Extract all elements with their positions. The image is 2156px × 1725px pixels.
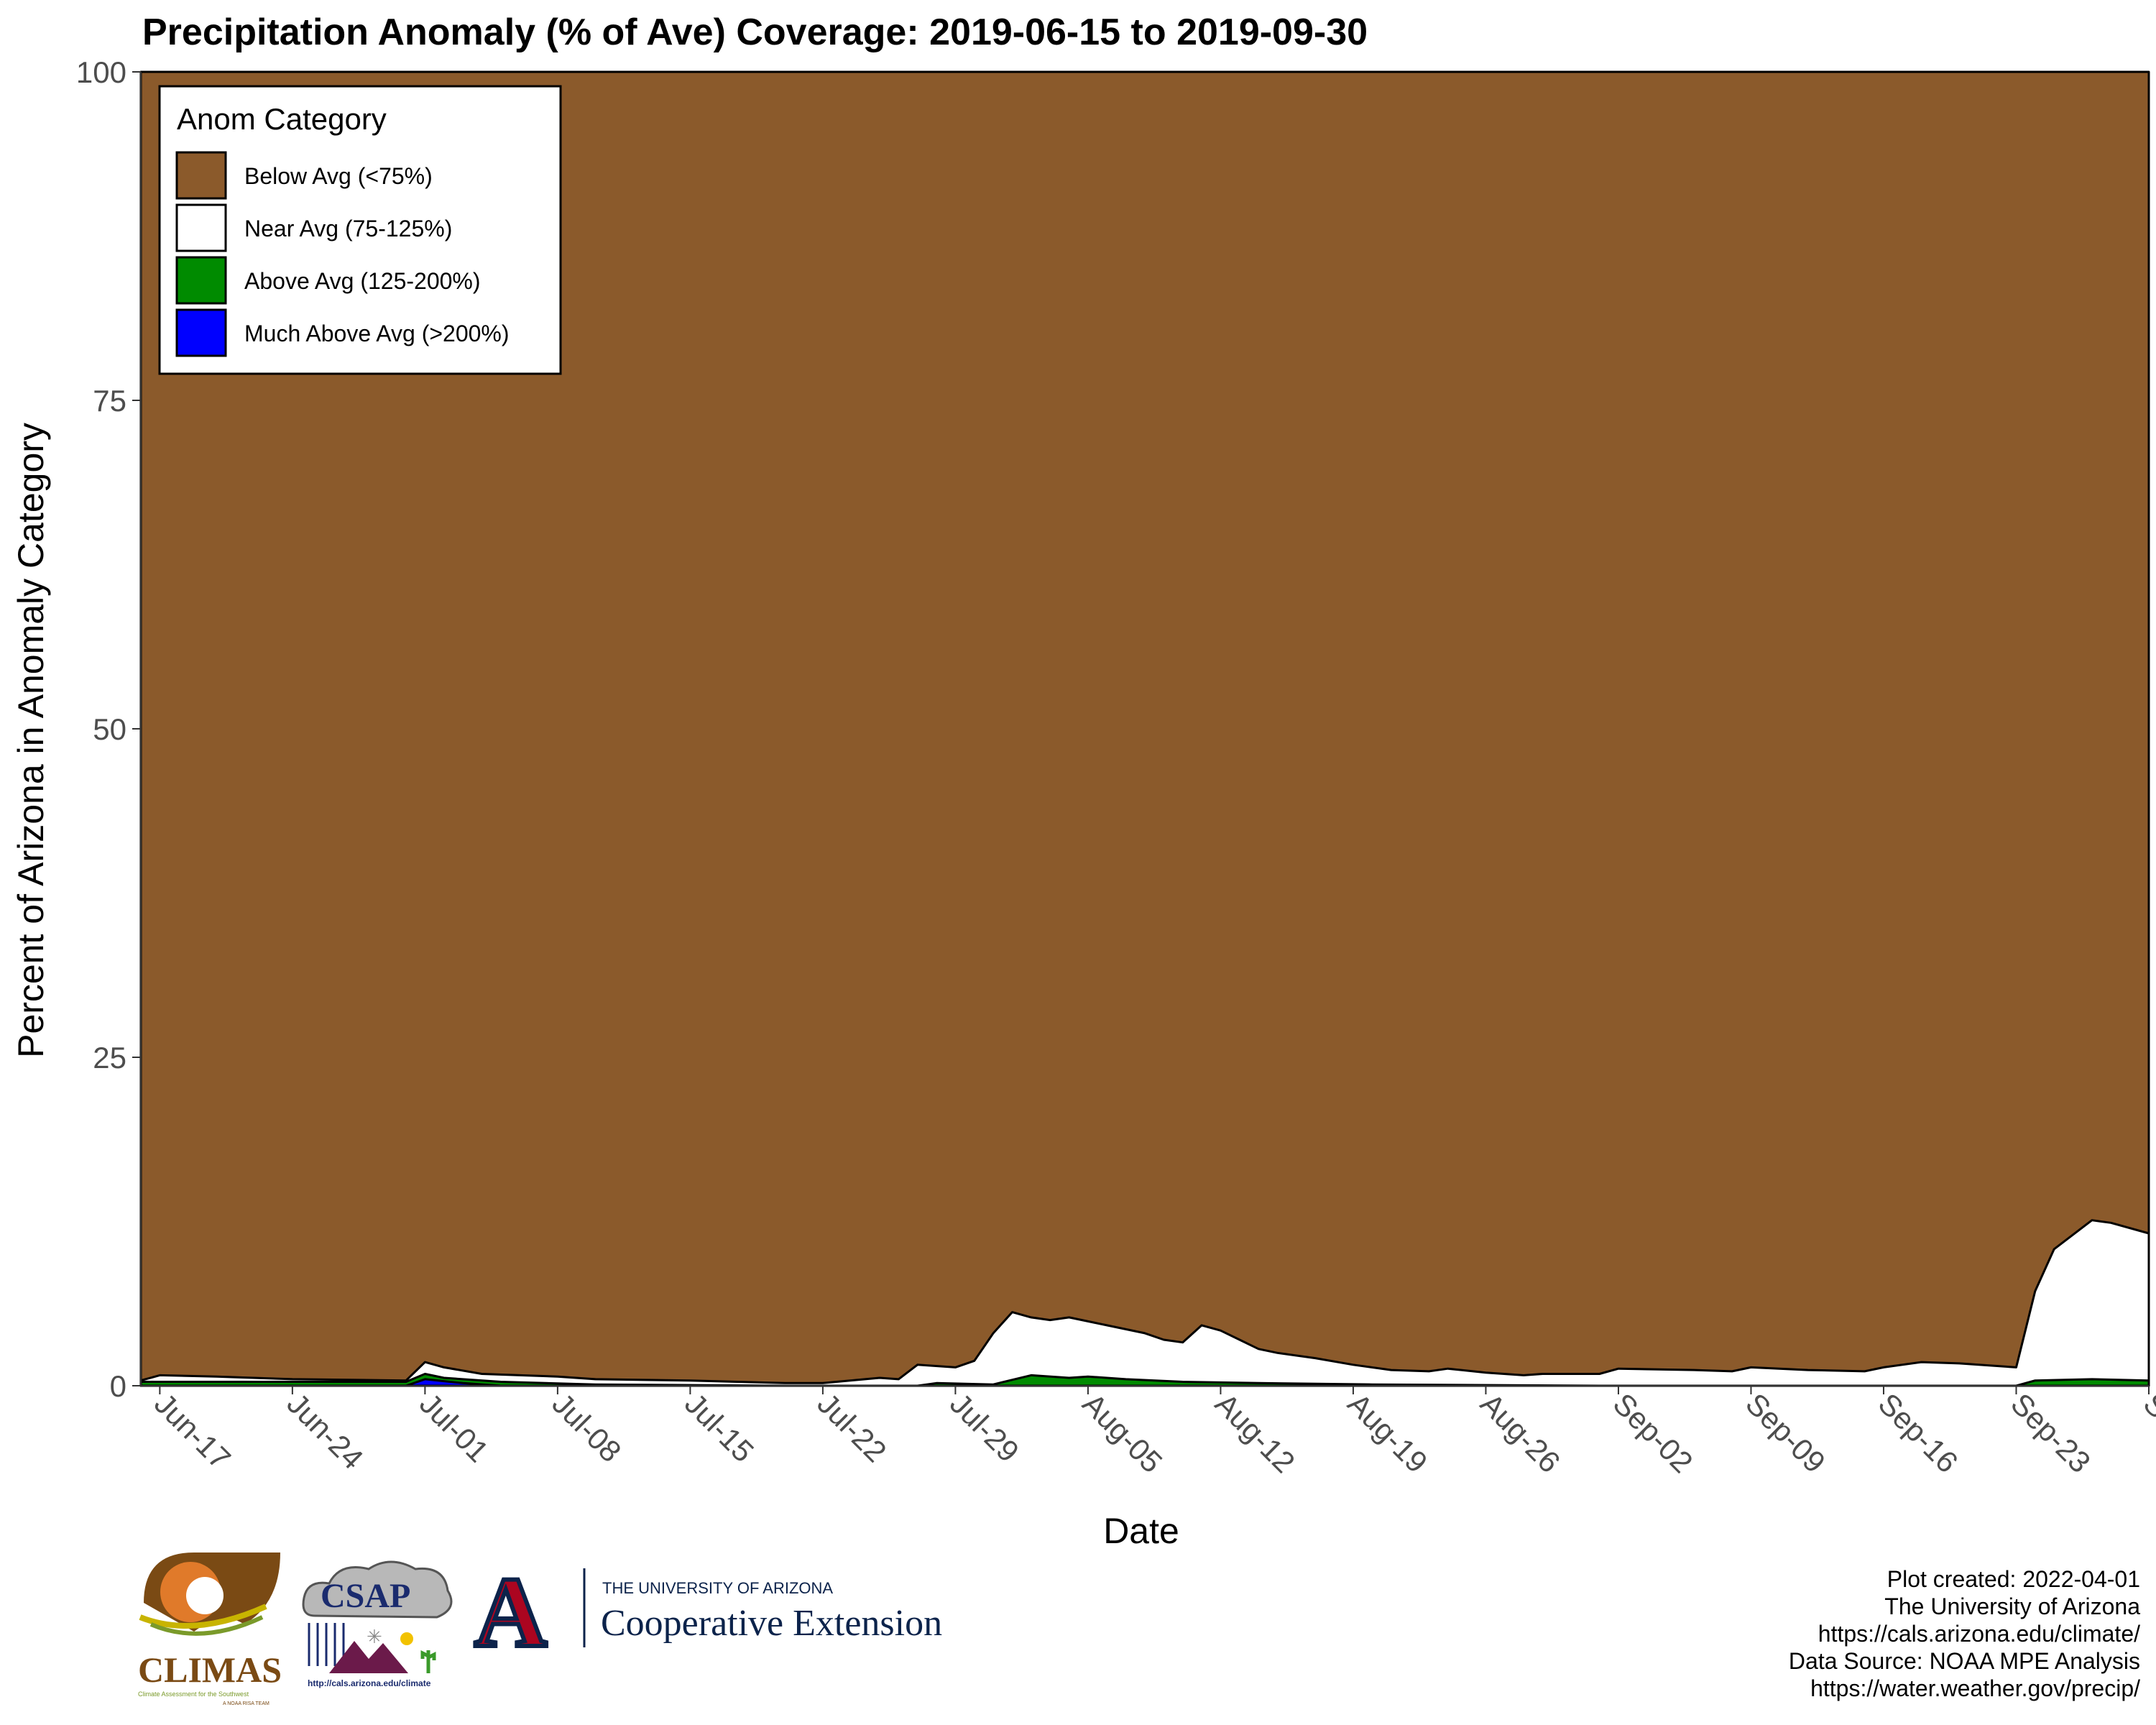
x-tick-label: Jun-24 [281, 1386, 370, 1476]
caption-line: https://water.weather.gov/precip/ [1810, 1675, 2140, 1701]
caption-line: Plot created: 2022-04-01 [1887, 1566, 2140, 1592]
x-tick-label: Jul-01 [413, 1386, 495, 1468]
csap-url: http://cals.arizona.edu/climate [308, 1678, 431, 1688]
uofa-a-mark: A [474, 1557, 547, 1668]
climas-cloud-white [186, 1577, 224, 1614]
csap-sun-icon [400, 1632, 413, 1645]
x-tick-label: Aug-19 [1342, 1386, 1434, 1479]
uofa-line1: THE UNIVERSITY OF ARIZONA [602, 1579, 833, 1597]
x-tick-label: Sep-30 [2137, 1386, 2156, 1479]
x-tick-label: Sep-09 [1739, 1386, 1832, 1479]
climas-subtag: A NOAA RISA TEAM [223, 1701, 270, 1706]
climas-swoosh-green [149, 1615, 264, 1636]
csap-logo: CSAP ✳ http://cals.arizona.edu/climate [302, 1560, 453, 1688]
climas-name: CLIMAS [138, 1650, 282, 1690]
y-tick-label: 100 [76, 55, 126, 89]
x-tick-label: Aug-05 [1077, 1386, 1169, 1479]
caption-line: Data Source: NOAA MPE Analysis [1789, 1648, 2140, 1674]
x-axis: Jun-17 Jun-24 Jul-01 Jul-08 Jul-15 Jul-22 Jul-… [141, 1385, 2156, 1479]
x-tick-label: Sep-16 [1872, 1386, 1965, 1479]
y-tick-label: 25 [93, 1041, 126, 1075]
climas-logo: CLIMAS Climate Assessment for the Southw… [138, 1552, 282, 1706]
x-tick-label: Jul-08 [546, 1386, 628, 1468]
x-tick-label: Jul-22 [811, 1386, 893, 1468]
legend-label-below-avg-75: Below Avg (<75%) [244, 163, 433, 189]
csap-rain-lines [308, 1623, 345, 1666]
plot-panel [139, 70, 2150, 1387]
csap-name: CSAP [321, 1577, 410, 1615]
csap-cactus-icon [420, 1650, 436, 1673]
legend-swatch-much-above-avg-200 [175, 308, 227, 357]
x-tick-label: Aug-12 [1209, 1386, 1302, 1479]
x-tick-label: Sep-02 [1607, 1386, 1700, 1479]
legend-swatch-above-avg-125-200 [175, 256, 227, 305]
climas-swoosh [139, 1604, 267, 1629]
csap-cloud [302, 1560, 453, 1619]
climas-tagline: Climate Assessment for the Southwest [138, 1690, 249, 1698]
legend: Anom Category Below Avg (<75%) Near Avg (… [158, 85, 562, 375]
uofa-logo: A THE UNIVERSITY OF ARIZONA Cooperative … [472, 1555, 942, 1670]
legend-title: Anom Category [177, 102, 387, 136]
caption-line: The University of Arizona [1884, 1593, 2140, 1619]
chart-title: Precipitation Anomaly (% of Ave) Coverag… [142, 12, 1368, 53]
caption-line: https://cals.arizona.edu/climate/ [1818, 1621, 2140, 1647]
uofa-line2: Cooperative Extension [601, 1603, 942, 1644]
y-tick-label: 75 [93, 384, 126, 418]
y-axis: 0 25 50 75 100 [76, 55, 142, 1403]
csap-mountains [329, 1641, 408, 1673]
x-tick-label: Aug-26 [1474, 1386, 1567, 1479]
y-tick-label: 0 [110, 1369, 126, 1403]
x-tick-label: Jul-29 [944, 1386, 1026, 1468]
legend-items: Below Avg (<75%) Near Avg (75-125%) Above … [175, 151, 510, 357]
y-tick-label: 50 [93, 712, 126, 746]
x-axis-title: Date [1103, 1511, 1179, 1551]
legend-label-near-avg-75-125: Near Avg (75-125%) [244, 216, 452, 242]
legend-label-above-avg-125-200: Above Avg (125-200%) [244, 268, 481, 294]
x-tick-label: Jun-17 [148, 1386, 237, 1476]
area-near-avg-75-125 [139, 1219, 2150, 1387]
csap-snowflake-icon: ✳ [367, 1627, 382, 1648]
legend-swatch-near-avg-75-125 [175, 203, 227, 252]
legend-swatch-below-avg-75 [175, 151, 227, 200]
area-above-avg-125-200 [139, 1373, 2150, 1387]
x-tick-label: Sep-23 [2004, 1386, 2097, 1479]
legend-label-much-above-avg-200: Much Above Avg (>200%) [244, 321, 510, 346]
y-axis-title: Percent of Arizona in Anomaly Category [11, 423, 51, 1058]
x-tick-label: Jul-15 [678, 1386, 760, 1468]
